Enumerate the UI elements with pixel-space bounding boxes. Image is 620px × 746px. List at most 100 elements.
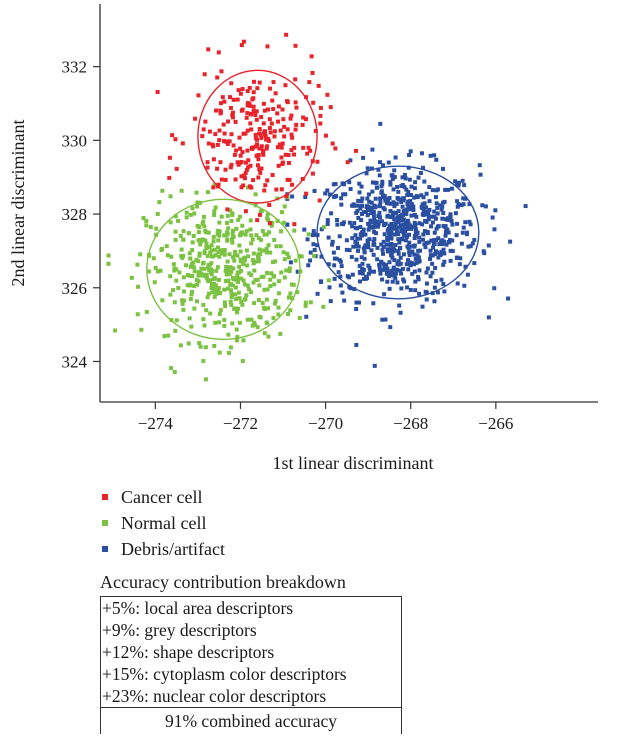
debris-artifact-point [344,238,349,243]
cancer-cell-point [155,89,160,94]
cancer-cell-point [223,167,228,172]
normal-cell-point [230,231,235,236]
breakdown-line: +5%: local area descriptors [102,598,294,618]
debris-artifact-point [364,171,369,176]
normal-cell-point [280,210,285,215]
normal-cell-point [230,283,235,288]
cancer-cell-point [203,119,208,124]
debris-artifact-point [446,187,451,192]
debris-artifact-point [422,179,427,184]
debris-artifact-point [482,251,487,256]
debris-artifact-point [368,205,373,210]
debris-artifact-point [455,199,460,204]
cancer-cell-point [267,117,272,122]
cancer-cell-point [275,111,280,116]
debris-artifact-point [460,230,465,235]
debris-artifact-point [358,232,363,237]
cancer-cell-point [221,122,226,127]
debris-artifact-point [449,219,454,224]
normal-cell-point [196,279,201,284]
cancer-cell-point [213,132,218,137]
cancer-cell-point [243,171,248,176]
normal-cell-point [276,291,281,296]
cancer-cell-point [276,104,281,109]
cancer-cell-point [248,121,253,126]
debris-artifact-point [381,261,386,266]
cancer-cell-point [261,101,266,106]
normal-cell-point [228,282,233,287]
normal-cell-point [292,228,297,233]
cancer-cell-point [305,151,310,156]
debris-artifact-point [435,224,440,229]
debris-artifact-point [360,261,365,266]
cancer-cell-point [246,165,251,170]
debris-artifact-point [371,301,376,306]
normal-cell-point [188,256,193,261]
breakdown-line: +15%: cytoplasm color descriptors [102,664,347,684]
debris-artifact-point [368,220,373,225]
x-tick-label: −266 [478,414,513,433]
debris-artifact-point [366,227,371,232]
normal-cell-point [202,323,207,328]
normal-cell-point [237,264,242,269]
normal-cell-point [234,297,239,302]
cancer-cell-point [237,135,242,140]
debris-artifact-point [328,299,333,304]
debris-artifact-point [430,270,435,275]
normal-cell-point [216,286,221,291]
debris-artifact-point [391,265,396,270]
normal-cell-point [151,256,156,261]
cancer-cell-point [272,129,277,134]
debris-artifact-point [472,261,477,266]
normal-cell-point [234,276,239,281]
cancer-cell-point [249,127,254,132]
cancer-cell-point [330,141,335,146]
debris-artifact-point [468,222,473,227]
debris-artifact-point [439,207,444,212]
debris-artifact-point [430,220,435,225]
debris-artifact-point [394,201,399,206]
debris-artifact-point [429,238,434,243]
cancer-cell-point [219,177,224,182]
normal-cell-point [224,272,229,277]
debris-artifact-point [329,211,334,216]
debris-artifact-point [361,276,366,281]
normal-cell-point [176,285,181,290]
cancer-cell-point [251,178,256,183]
normal-cell-point [230,240,235,245]
debris-artifact-point [440,242,445,247]
normal-cell-point [281,250,286,255]
normal-cell-point [176,218,181,223]
normal-cell-point [237,320,242,325]
cancer-cell-point [239,185,244,190]
debris-artifact-point [523,204,528,209]
debris-artifact-point [378,121,383,126]
debris-artifact-point [353,233,358,238]
debris-artifact-point [391,224,396,229]
debris-artifact-point [407,153,412,158]
normal-cell-point [261,305,266,310]
normal-cell-point [256,257,261,262]
debris-artifact-point [467,202,472,207]
cancer-cell-point [269,121,274,126]
normal-cell-point [226,226,231,231]
debris-artifact-point [378,271,383,276]
normal-cell-point [181,307,186,312]
debris-artifact-point [412,236,417,241]
debris-artifact-point [365,204,370,209]
debris-artifact-point [404,208,409,213]
debris-artifact-point [367,225,372,230]
normal-cell-point [200,221,205,226]
cancer-cell-point [238,91,243,96]
normal-cell-point [152,280,157,285]
debris-artifact-point [417,239,422,244]
cancer-cell-point [265,44,270,49]
breakdown-title: Accuracy contribution breakdown [100,572,346,592]
normal-cell-point [148,225,153,230]
normal-cell-point [157,200,162,205]
cancer-cell-point [217,128,222,133]
normal-cell-point [213,205,218,210]
cancer-cell-point [271,106,276,111]
debris-artifact-point [463,196,468,201]
cancer-cell-point [246,158,251,163]
